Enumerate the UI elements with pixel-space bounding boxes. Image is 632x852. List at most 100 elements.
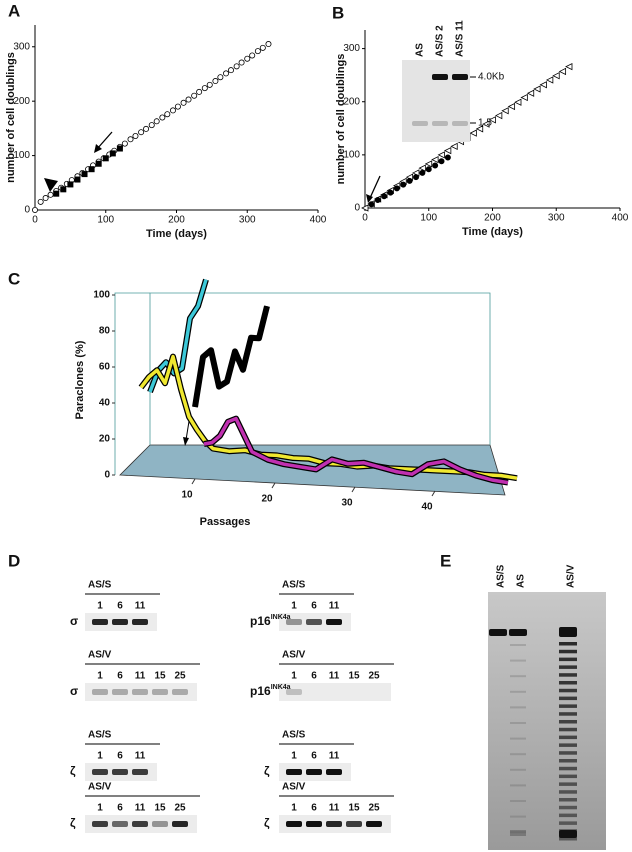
lane-label: AS/S xyxy=(496,564,507,588)
marker xyxy=(558,67,567,76)
marker xyxy=(159,114,166,121)
group-label: AS/S xyxy=(282,730,306,741)
faint-band xyxy=(510,722,526,724)
line xyxy=(203,416,509,485)
marker xyxy=(132,132,139,139)
marker xyxy=(153,118,160,125)
group-label: AS/S xyxy=(88,730,112,741)
y-tick-label: 20 xyxy=(99,434,111,445)
marker xyxy=(418,164,426,172)
protein-name: ζ xyxy=(264,816,270,830)
ladder-band xyxy=(559,657,577,662)
lane-label: AS/S 11 xyxy=(455,20,466,57)
marker xyxy=(443,146,452,155)
band xyxy=(152,821,168,827)
marker xyxy=(143,125,150,132)
band xyxy=(326,619,342,625)
arrowhead xyxy=(183,437,189,446)
group-label: AS/V xyxy=(88,650,112,661)
y-axis-label: number of cell doublings xyxy=(5,52,17,183)
band xyxy=(452,74,468,80)
marker xyxy=(81,171,88,178)
protein-label: p16INK4a xyxy=(250,684,291,698)
band xyxy=(132,689,148,695)
x-tick-label: 10 xyxy=(181,490,193,501)
lane-label: AS/S 2 xyxy=(435,25,446,57)
marker xyxy=(223,70,230,77)
lane-label: 15 xyxy=(348,803,360,814)
panel-label: C xyxy=(8,269,20,288)
band xyxy=(92,619,108,625)
marker xyxy=(501,107,509,115)
blot xyxy=(402,60,470,142)
ladder-band xyxy=(559,735,577,740)
protein-name: ζ xyxy=(264,764,270,778)
lane-label: 1 xyxy=(97,751,103,762)
lane-label: 6 xyxy=(117,803,123,814)
band xyxy=(172,689,188,695)
band xyxy=(286,689,302,695)
lane-label: 11 xyxy=(135,803,146,814)
ladder-band xyxy=(559,798,577,802)
band xyxy=(112,689,128,695)
marker xyxy=(482,120,490,128)
size-label: 1.5 xyxy=(478,118,492,129)
lane-label: 6 xyxy=(311,751,317,762)
marker xyxy=(53,190,60,197)
marker xyxy=(265,41,272,48)
band xyxy=(432,74,448,80)
band xyxy=(112,769,128,775)
x-tick xyxy=(351,486,356,493)
ladder-band xyxy=(559,805,577,810)
marker xyxy=(102,155,109,162)
ladder-band xyxy=(559,704,577,708)
faint-band xyxy=(510,737,526,740)
y-tick-label: 200 xyxy=(13,96,30,107)
y-tick-label: 100 xyxy=(343,150,360,161)
arrow xyxy=(369,175,381,199)
band xyxy=(306,769,322,775)
lane-label: AS xyxy=(415,43,426,57)
protein-label: ζ xyxy=(264,764,270,778)
marker xyxy=(526,89,535,97)
protein-label: σ xyxy=(70,684,78,698)
marker xyxy=(419,169,426,176)
marker xyxy=(494,111,503,120)
marker xyxy=(552,72,560,80)
lane-label: 11 xyxy=(329,751,340,762)
band xyxy=(172,821,188,827)
marker xyxy=(95,160,102,167)
protein-name: ζ xyxy=(70,816,76,830)
lane-label: 6 xyxy=(311,803,317,814)
inset-blot xyxy=(402,60,476,142)
marker xyxy=(432,162,439,169)
marker xyxy=(164,111,171,118)
band xyxy=(112,619,128,625)
x-tick xyxy=(271,482,276,489)
panel-label: E xyxy=(440,551,451,570)
blot xyxy=(279,683,391,701)
x-tick-label: 200 xyxy=(484,213,501,224)
x-tick xyxy=(191,478,196,485)
ladder-band xyxy=(559,743,577,747)
lane-label: 15 xyxy=(348,671,360,682)
lane-label: 11 xyxy=(329,671,340,682)
marker xyxy=(201,85,208,92)
marker xyxy=(191,92,198,99)
marker xyxy=(424,160,433,168)
y-axis-label: Paraclones (%) xyxy=(74,340,86,419)
marker xyxy=(138,129,145,136)
marker xyxy=(425,166,432,173)
marker xyxy=(206,81,213,88)
band xyxy=(132,821,148,827)
line xyxy=(139,354,518,480)
marker xyxy=(174,103,181,110)
lane-label: 25 xyxy=(174,803,186,814)
protein-name: ζ xyxy=(70,764,76,778)
marker xyxy=(88,166,95,173)
lane-label: 1 xyxy=(291,751,297,762)
x-tick-label: 300 xyxy=(548,213,565,224)
lane-label: 11 xyxy=(135,671,146,682)
lane-label: 25 xyxy=(368,803,380,814)
x-tick-label: 100 xyxy=(420,213,437,224)
